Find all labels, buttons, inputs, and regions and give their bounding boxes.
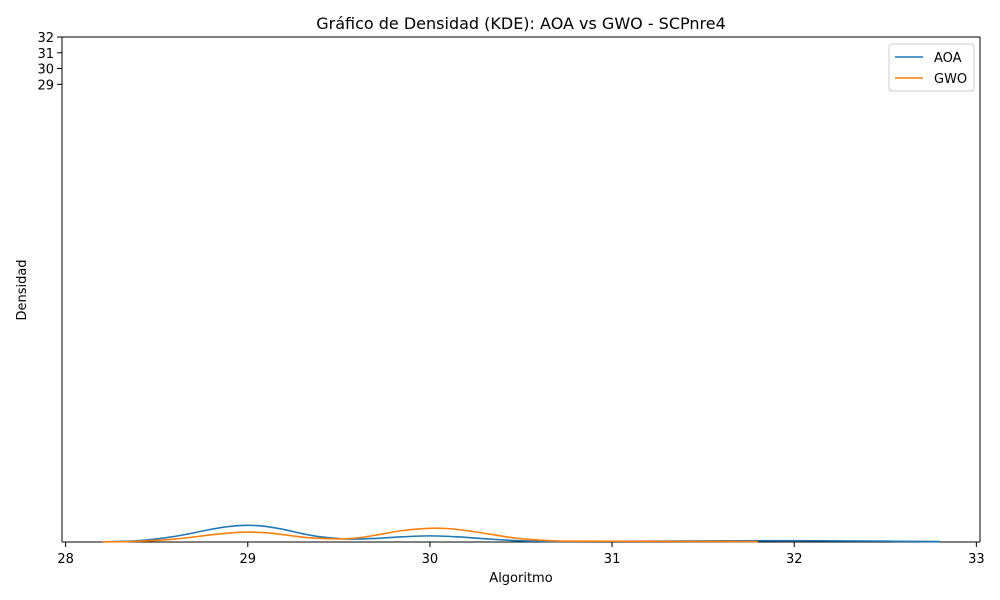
x-tick-label: 33 bbox=[968, 552, 985, 567]
legend-box bbox=[888, 43, 975, 92]
y-axis-label: Densidad bbox=[15, 259, 30, 320]
legend-label-aoa: AOA bbox=[934, 51, 962, 66]
y-tick-label: 31 bbox=[37, 47, 54, 62]
legend-label-gwo: GWO bbox=[934, 72, 967, 87]
x-tick-label: 31 bbox=[604, 552, 621, 567]
x-tick-label: 30 bbox=[422, 552, 439, 567]
chart-title: Gráfico de Densidad (KDE): AOA vs GWO - … bbox=[316, 14, 726, 33]
y-tick-label: 29 bbox=[37, 78, 54, 93]
x-tick-label: 32 bbox=[786, 552, 803, 567]
x-axis-label: Algoritmo bbox=[489, 571, 552, 586]
x-tick-label: 29 bbox=[240, 552, 257, 567]
x-tick-label: 28 bbox=[57, 552, 74, 567]
y-tick-label: 30 bbox=[37, 63, 54, 78]
series-line-gwo bbox=[102, 527, 758, 543]
y-tick-label: 32 bbox=[37, 31, 54, 46]
legend: AOA GWO bbox=[888, 43, 975, 92]
